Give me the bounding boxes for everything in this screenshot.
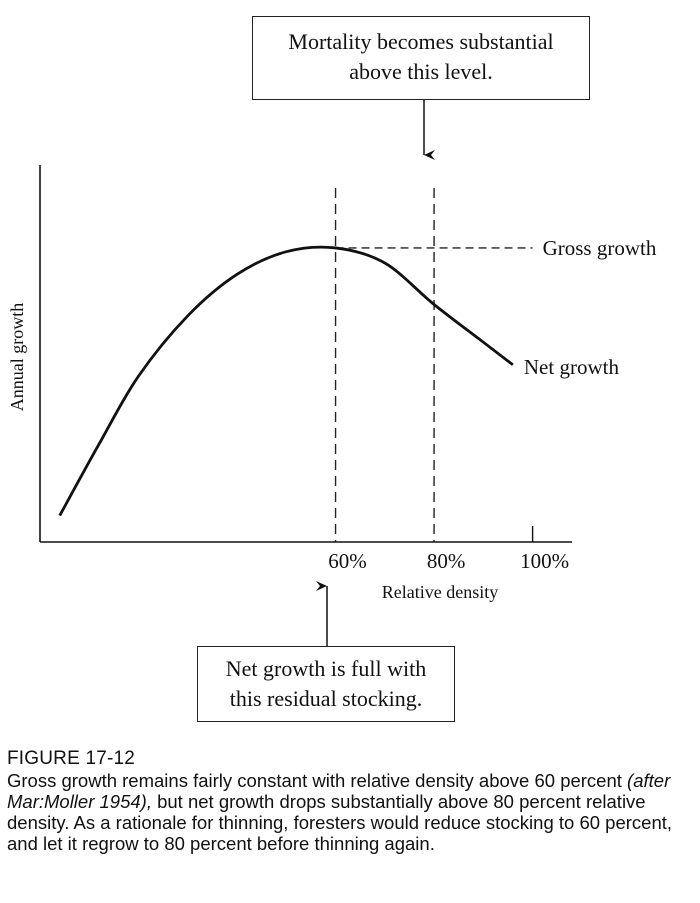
residual-callout-line-2: this residual stocking.: [229, 686, 423, 711]
mortality-callout-line-2: above this level.: [349, 59, 493, 84]
x-tick-label-60: 60%: [328, 549, 367, 573]
y-axis-label: Annual growth: [7, 303, 27, 411]
x-axis-label: Relative density: [382, 582, 498, 602]
residual-callout-line-1: Net growth is full with: [225, 656, 427, 681]
net-growth-curve: [58, 245, 514, 517]
caption-citation: (after Mar:Moller 1954),: [7, 770, 671, 812]
x-tick-label-100: 100%: [520, 549, 569, 573]
caption-body: Gross growth remains fairly constant wit…: [7, 770, 687, 854]
net-growth-label: Net growth: [524, 355, 620, 379]
residual-stocking-callout-box: Net growth is full with this residual st…: [197, 646, 455, 722]
caption-title: FIGURE 17-12: [7, 748, 136, 769]
gross-growth-label: Gross growth: [543, 236, 657, 260]
caption-text-end: but net growth drops substantially above…: [7, 791, 673, 854]
mortality-callout-line-1: Mortality becomes substantial: [288, 29, 554, 54]
growth-density-chart: 60% 80% 100% Gross growth Net growth Relativ…: [7, 100, 657, 646]
figure-caption: FIGURE 17-12 Gross growth remains fairly…: [7, 748, 687, 854]
mortality-callout-box: Mortality becomes substantial above this…: [252, 16, 590, 100]
x-tick-label-80: 80%: [427, 549, 466, 573]
caption-text-start: Gross growth remains fairly constant wit…: [7, 770, 628, 791]
